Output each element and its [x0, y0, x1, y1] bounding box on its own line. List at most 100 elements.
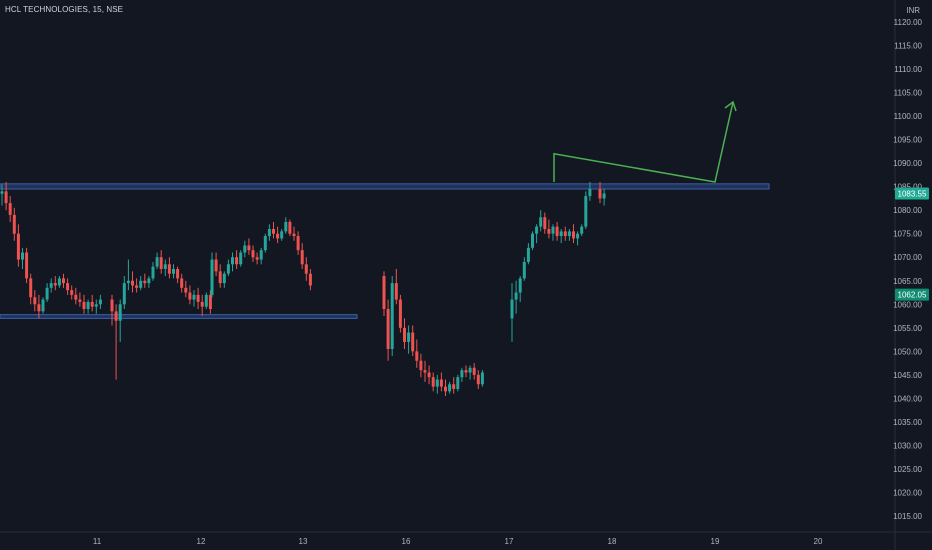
candle[interactable] [226, 259, 230, 277]
candle[interactable] [62, 273, 65, 288]
candle[interactable] [37, 294, 41, 319]
candle[interactable] [147, 276, 151, 288]
candle[interactable] [280, 229, 284, 241]
candle[interactable] [155, 252, 159, 269]
candle[interactable] [49, 278, 53, 293]
candle[interactable] [576, 231, 580, 246]
candle[interactable] [304, 257, 308, 281]
candle[interactable] [602, 189, 606, 206]
candle[interactable] [452, 377, 456, 394]
candle[interactable] [139, 276, 143, 291]
candle[interactable] [151, 261, 155, 281]
price-axis[interactable]: 1015.00 1020.00 1025.00 1030.00 1035.00 1040.… [893, 6, 922, 521]
candle[interactable] [460, 367, 464, 382]
candle[interactable] [66, 278, 70, 295]
candle[interactable] [448, 381, 452, 394]
candle[interactable] [439, 372, 443, 392]
candle[interactable] [16, 224, 20, 267]
candle[interactable] [243, 240, 247, 258]
candle[interactable] [382, 271, 386, 317]
candle[interactable] [159, 250, 163, 274]
candle[interactable] [551, 224, 555, 241]
candle[interactable] [247, 238, 251, 255]
candle[interactable] [41, 297, 45, 314]
candle[interactable] [184, 280, 188, 298]
candle[interactable] [235, 250, 239, 269]
candle[interactable] [0, 184, 4, 206]
candle[interactable] [196, 287, 200, 309]
candle[interactable] [480, 370, 484, 387]
candle[interactable] [231, 252, 234, 272]
candle[interactable] [415, 339, 419, 368]
candle[interactable] [180, 273, 184, 293]
candle[interactable] [588, 181, 592, 201]
candle[interactable] [82, 294, 86, 314]
candle[interactable] [514, 280, 518, 314]
candle[interactable] [263, 233, 267, 253]
candle[interactable] [210, 252, 214, 298]
candle[interactable] [464, 365, 468, 378]
candle[interactable] [29, 273, 33, 305]
candle[interactable] [308, 269, 312, 291]
candle[interactable] [535, 224, 539, 244]
projection-path[interactable] [553, 101, 734, 183]
candle[interactable] [259, 247, 263, 265]
candle[interactable] [143, 273, 147, 288]
candle[interactable] [543, 212, 547, 234]
candle[interactable] [567, 229, 571, 241]
candle[interactable] [407, 325, 411, 354]
candle[interactable] [135, 278, 139, 293]
candle[interactable] [122, 276, 126, 309]
candle[interactable] [510, 283, 514, 342]
candle[interactable] [444, 379, 447, 397]
candle[interactable] [456, 374, 460, 392]
candle[interactable] [292, 226, 296, 241]
candle[interactable] [584, 191, 588, 230]
price-zone-rectangle[interactable] [0, 314, 358, 319]
candle[interactable] [167, 257, 171, 279]
candle[interactable] [251, 245, 255, 262]
candle[interactable] [204, 292, 208, 309]
candle[interactable] [45, 283, 49, 302]
candle[interactable] [284, 217, 288, 234]
candle[interactable] [427, 365, 431, 385]
candle[interactable] [214, 252, 218, 277]
candle[interactable] [74, 287, 78, 305]
candle[interactable] [468, 365, 472, 380]
candle[interactable] [531, 231, 534, 251]
candle[interactable] [435, 374, 439, 394]
candle[interactable] [78, 292, 82, 307]
candle[interactable] [208, 290, 212, 314]
candle[interactable] [476, 370, 480, 389]
candle[interactable] [563, 226, 567, 241]
price-zone-rectangle[interactable] [0, 183, 770, 190]
candle[interactable] [394, 269, 398, 305]
candle[interactable] [86, 299, 90, 314]
candle[interactable] [411, 325, 415, 357]
candle[interactable] [423, 360, 427, 382]
candle[interactable] [222, 271, 226, 288]
candle[interactable] [172, 264, 175, 279]
candle[interactable] [472, 363, 476, 380]
candle[interactable] [572, 224, 575, 244]
candle[interactable] [386, 299, 390, 361]
candle[interactable] [539, 210, 543, 232]
candle[interactable] [110, 294, 114, 326]
candle[interactable] [94, 299, 98, 314]
candle[interactable] [70, 285, 74, 300]
candle[interactable] [288, 219, 292, 237]
candle[interactable] [547, 219, 551, 239]
candle[interactable] [255, 252, 259, 265]
candle[interactable] [431, 372, 435, 392]
candle[interactable] [218, 264, 222, 288]
candle[interactable] [8, 196, 12, 222]
candle[interactable] [267, 224, 271, 241]
candle[interactable] [21, 247, 24, 269]
candle[interactable] [403, 318, 406, 349]
candle[interactable] [57, 276, 61, 288]
time-axis[interactable]: 11 12 13 16 17 18 19 20 [93, 537, 823, 546]
candle[interactable] [296, 231, 300, 255]
candle[interactable] [163, 259, 167, 277]
candle[interactable] [200, 294, 204, 317]
